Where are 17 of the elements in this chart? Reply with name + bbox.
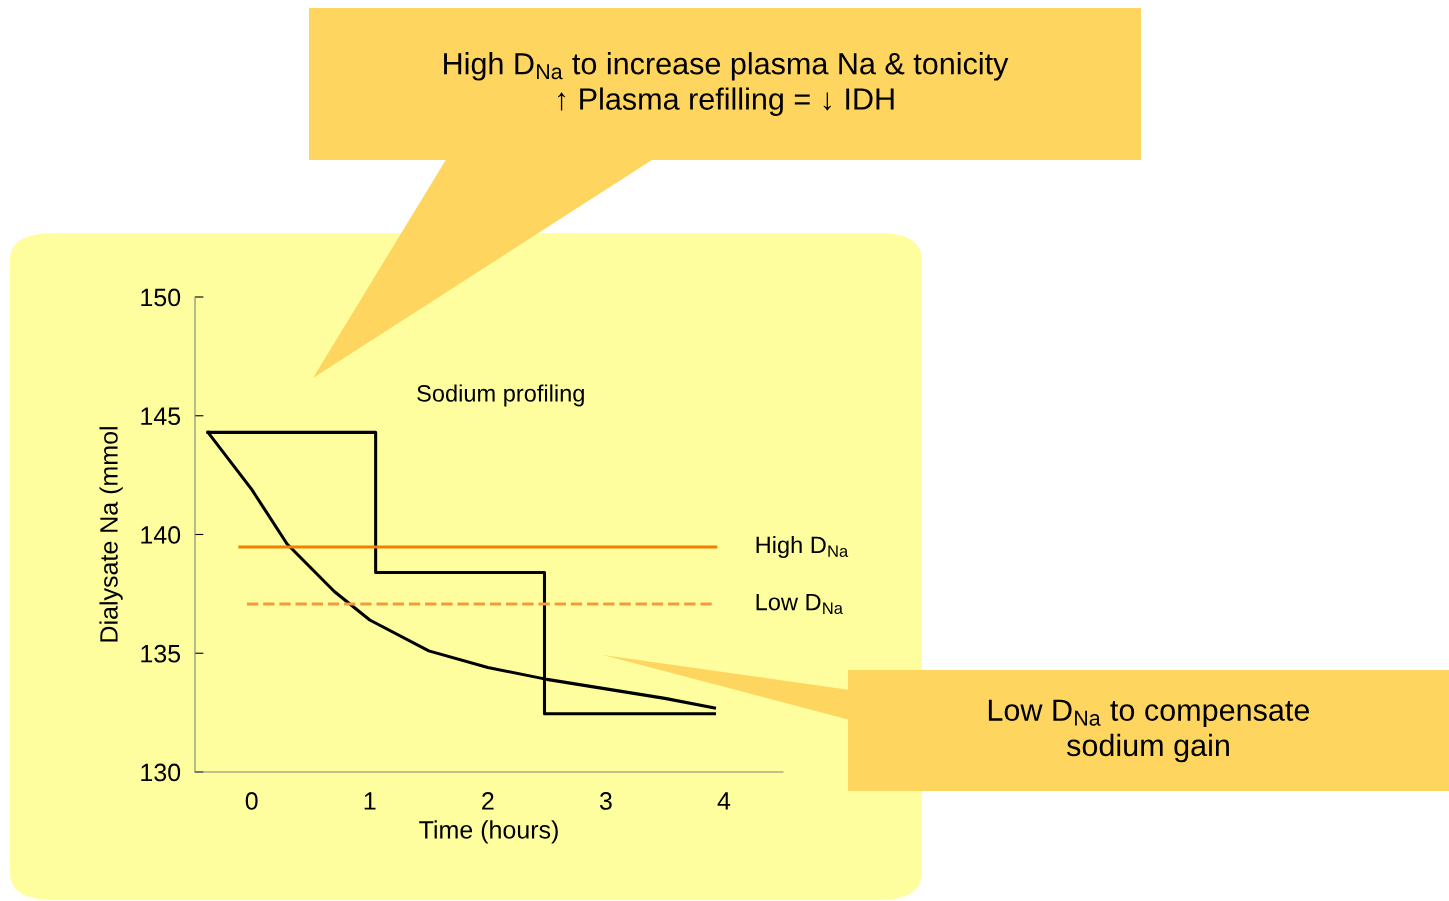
text: High D$_{Na}$ to increase plasma Na & tonicity ↑ Plasma refilling = ↓ IDH	[444, 52, 1009, 116]
annotation: Sodium profiling	[417, 384, 584, 407]
y-tick-label: 150	[141, 288, 181, 307]
series-label: Low D$_{Na}$	[756, 593, 843, 615]
x-tick-label: 0	[245, 792, 258, 810]
x-axis-title: Time (hours)	[419, 820, 558, 844]
series-label: High D$_{Na}$	[756, 535, 849, 558]
y-tick-label: 130	[141, 763, 181, 782]
y-tick-label: 135	[141, 644, 181, 663]
x-tick-label: 1	[364, 792, 376, 810]
y-tick-label: 145	[141, 407, 181, 426]
text: Low D$_{Na}$ to compensate sodium gain	[988, 699, 1310, 763]
y-tick-label: 140	[141, 526, 181, 544]
x-tick-label: 2	[482, 792, 494, 810]
x-tick-label: 4	[717, 792, 731, 810]
x-tick-label: 3	[599, 792, 612, 810]
y-axis-title: Dialysate Na (mmol	[99, 427, 123, 642]
